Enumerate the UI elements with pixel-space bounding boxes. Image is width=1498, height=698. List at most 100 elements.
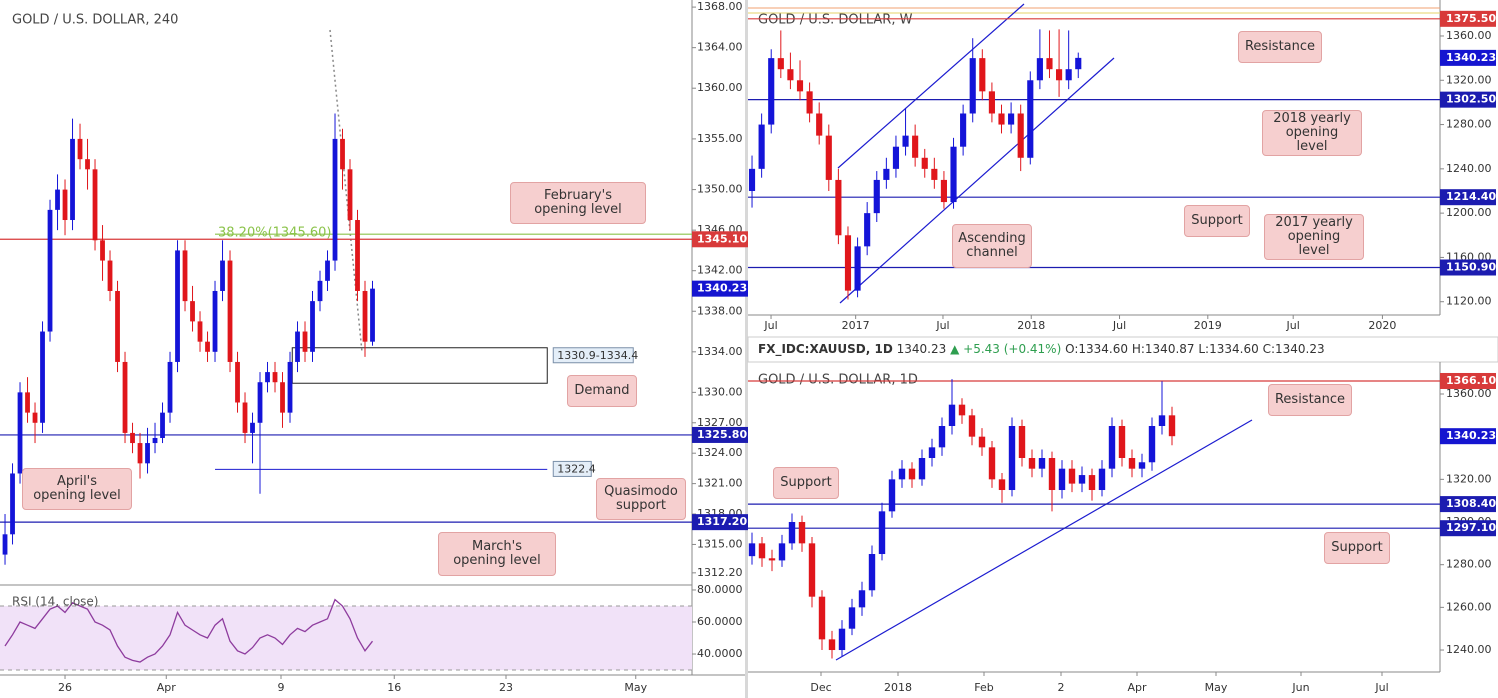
- annotation: Resistance: [1268, 384, 1352, 416]
- candle-body: [1075, 57, 1082, 70]
- candle-body: [175, 250, 180, 362]
- candle-body: [1038, 458, 1046, 469]
- candle-body: [32, 412, 38, 423]
- last-price-label: 1340.23: [1446, 51, 1496, 64]
- x-tick-label: Jun: [1291, 681, 1309, 694]
- y-tick-label: 1364.00: [697, 41, 743, 54]
- candle-body: [1028, 458, 1036, 469]
- candle-body: [808, 543, 816, 597]
- candle-body: [888, 479, 896, 512]
- candle-body: [1068, 468, 1076, 484]
- level-tag: [1440, 189, 1496, 206]
- x-tick-label: Jul: [763, 319, 777, 332]
- candle-body: [838, 628, 846, 651]
- panel-title: GOLD / U.S. DOLLAR, W: [758, 13, 913, 28]
- y-tick-label: 1368.00: [697, 0, 743, 13]
- rsi-y-tick-label: 60.0000: [697, 615, 743, 628]
- level-tag-label: 1150.90: [1446, 261, 1496, 274]
- x-tick-label: 26: [58, 681, 72, 694]
- candle-body: [325, 260, 330, 281]
- last-price-tag: [692, 280, 748, 297]
- annotation: March's opening level: [438, 532, 556, 576]
- y-tick-label: 1315.00: [697, 537, 743, 550]
- candle-body: [167, 361, 173, 413]
- candle-body: [960, 113, 967, 147]
- candle-body: [768, 58, 775, 125]
- candle-body: [25, 392, 30, 413]
- candle-body: [47, 209, 53, 332]
- y-tick-label: 1324.00: [697, 446, 743, 459]
- x-tick-label: Jul: [1286, 319, 1300, 332]
- level-tag: [692, 426, 748, 443]
- y-tick-label: 1280.00: [1446, 558, 1492, 571]
- x-tick-label: 2018: [1017, 319, 1045, 332]
- candle-body: [332, 138, 338, 261]
- candle-body: [902, 135, 909, 147]
- panel-title: GOLD / U.S. DOLLAR, 240: [12, 13, 178, 28]
- candle-body: [190, 301, 195, 322]
- candle-body: [227, 260, 233, 362]
- level-tag-label: 1325.80: [697, 428, 747, 441]
- low: L:1334.60: [1198, 342, 1258, 356]
- candle-body: [107, 260, 113, 291]
- candle-body: [1118, 426, 1126, 459]
- y-tick-label: 1330.00: [697, 385, 743, 398]
- level-tag-label: 1214.40: [1446, 190, 1496, 203]
- candle-body: [998, 113, 1005, 125]
- last-price-label: 1340.23: [1446, 429, 1496, 442]
- candle-body: [848, 607, 856, 629]
- close: C:1340.23: [1263, 342, 1325, 356]
- level-tag-label: 1302.50: [1446, 93, 1496, 106]
- x-tick-label: Dec: [810, 681, 831, 694]
- annotation: 2017 yearly opening level: [1264, 214, 1364, 260]
- candle-body: [777, 58, 784, 70]
- candle-body: [931, 168, 938, 180]
- candle-body: [70, 138, 75, 221]
- channel-line: [837, 3, 1025, 169]
- header-bar: [747, 336, 1498, 363]
- x-tick-label: Apr: [157, 681, 177, 694]
- zone-label-box: [552, 347, 634, 364]
- trend-line: [835, 419, 1253, 661]
- candle-body: [928, 447, 936, 459]
- candle-body: [302, 331, 308, 352]
- y-tick-label: 1200.00: [1446, 206, 1492, 219]
- x-tick-label: 2019: [1194, 319, 1222, 332]
- candle-body: [122, 361, 128, 433]
- annotation: Support: [1184, 205, 1250, 237]
- demand-zone: [291, 347, 548, 384]
- candle-body: [160, 412, 165, 438]
- candle-body: [1056, 69, 1063, 81]
- candle-body: [212, 290, 218, 352]
- candle-body: [310, 301, 315, 352]
- candle-body: [257, 382, 263, 423]
- candle-body: [362, 290, 368, 342]
- candle-body: [85, 159, 90, 170]
- annotation: Support: [1324, 532, 1390, 564]
- panel-separator: [745, 0, 748, 698]
- candle-body: [950, 146, 957, 203]
- annotation: April's opening level: [22, 468, 132, 510]
- y-tick-label: 1260.00: [1446, 600, 1492, 613]
- candle-body: [898, 468, 906, 480]
- level-tag-label: 1366.10: [1446, 374, 1496, 387]
- level-tag: [692, 231, 748, 248]
- symbol: FX_IDC:XAUUSD, 1D: [758, 342, 893, 357]
- level-tag-label: 1345.10: [697, 232, 747, 245]
- candle-body: [272, 372, 278, 383]
- annotation: February's opening level: [510, 182, 646, 224]
- candle-body: [1046, 58, 1053, 70]
- candle-body: [355, 220, 360, 291]
- x-tick-label: 2: [1058, 681, 1065, 694]
- y-tick-label: 1334.00: [697, 345, 743, 358]
- level-tag: [1440, 259, 1496, 276]
- channel-line: [839, 57, 1115, 304]
- candle-body: [1017, 113, 1024, 158]
- candle-body: [1048, 458, 1056, 491]
- candle-body: [979, 58, 986, 92]
- candle-body: [205, 341, 210, 352]
- candle-body: [883, 168, 890, 180]
- candle-body: [1058, 468, 1066, 491]
- candle-body: [958, 404, 966, 416]
- candle-body: [968, 415, 976, 437]
